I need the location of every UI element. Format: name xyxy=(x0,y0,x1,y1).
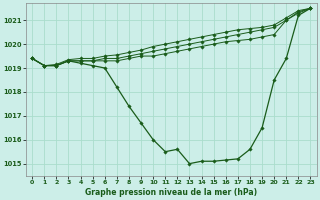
X-axis label: Graphe pression niveau de la mer (hPa): Graphe pression niveau de la mer (hPa) xyxy=(85,188,257,197)
